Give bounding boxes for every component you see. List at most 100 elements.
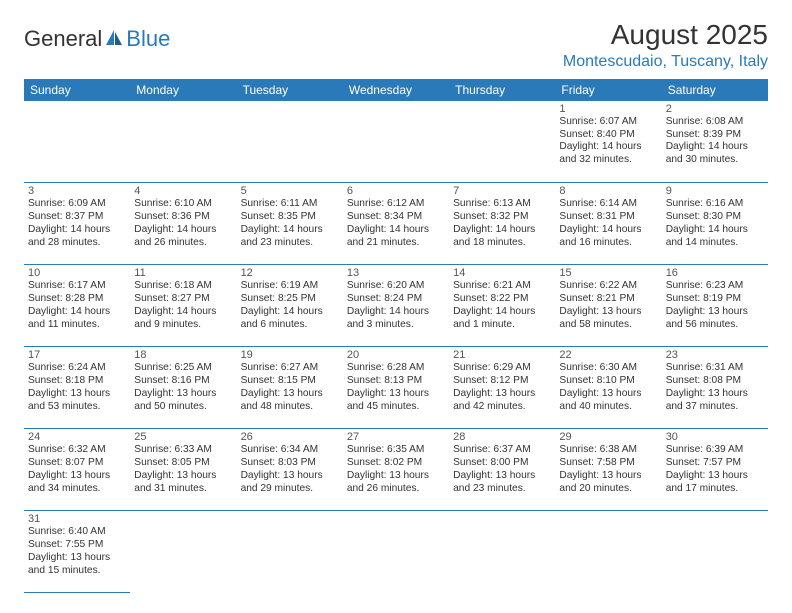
sunrise-text: Sunrise: 6:08 AM xyxy=(666,116,764,129)
calendar-week-row: 24Sunrise: 6:32 AMSunset: 8:07 PMDayligh… xyxy=(24,429,768,511)
day-number: 13 xyxy=(347,267,445,279)
calendar-day-cell xyxy=(662,511,768,593)
daylight-text: Daylight: 13 hours and 15 minutes. xyxy=(28,552,126,578)
calendar-day-cell: 6Sunrise: 6:12 AMSunset: 8:34 PMDaylight… xyxy=(343,183,449,265)
calendar-day-cell: 12Sunrise: 6:19 AMSunset: 8:25 PMDayligh… xyxy=(237,265,343,347)
sunset-text: Sunset: 8:25 PM xyxy=(241,293,339,306)
calendar-day-cell xyxy=(449,101,555,183)
sunset-text: Sunset: 8:22 PM xyxy=(453,293,551,306)
calendar-day-cell: 21Sunrise: 6:29 AMSunset: 8:12 PMDayligh… xyxy=(449,347,555,429)
calendar-day-cell: 8Sunrise: 6:14 AMSunset: 8:31 PMDaylight… xyxy=(555,183,661,265)
sunset-text: Sunset: 8:37 PM xyxy=(28,211,126,224)
weekday-header: Saturday xyxy=(662,79,768,101)
daylight-text: Daylight: 13 hours and 58 minutes. xyxy=(559,306,657,332)
calendar-day-cell xyxy=(555,511,661,593)
calendar-day-cell: 26Sunrise: 6:34 AMSunset: 8:03 PMDayligh… xyxy=(237,429,343,511)
sunset-text: Sunset: 8:39 PM xyxy=(666,129,764,142)
calendar-day-cell xyxy=(130,101,236,183)
calendar-day-cell xyxy=(130,511,236,593)
sunset-text: Sunset: 8:12 PM xyxy=(453,375,551,388)
page-subtitle: Montescudaio, Tuscany, Italy xyxy=(563,53,768,71)
daylight-text: Daylight: 14 hours and 21 minutes. xyxy=(347,224,445,250)
calendar-week-row: 10Sunrise: 6:17 AMSunset: 8:28 PMDayligh… xyxy=(24,265,768,347)
calendar-day-cell xyxy=(237,101,343,183)
sunset-text: Sunset: 8:30 PM xyxy=(666,211,764,224)
day-number: 25 xyxy=(134,431,232,443)
sunset-text: Sunset: 8:15 PM xyxy=(241,375,339,388)
day-number: 17 xyxy=(28,349,126,361)
logo-sail-icon xyxy=(104,29,124,47)
sunset-text: Sunset: 7:57 PM xyxy=(666,457,764,470)
sunrise-text: Sunrise: 6:22 AM xyxy=(559,280,657,293)
weekday-header: Friday xyxy=(555,79,661,101)
sunset-text: Sunset: 8:03 PM xyxy=(241,457,339,470)
sunset-text: Sunset: 8:05 PM xyxy=(134,457,232,470)
daylight-text: Daylight: 13 hours and 20 minutes. xyxy=(559,470,657,496)
calendar-day-cell: 7Sunrise: 6:13 AMSunset: 8:32 PMDaylight… xyxy=(449,183,555,265)
daylight-text: Daylight: 13 hours and 34 minutes. xyxy=(28,470,126,496)
page-title: August 2025 xyxy=(563,20,768,51)
day-number: 26 xyxy=(241,431,339,443)
day-number: 10 xyxy=(28,267,126,279)
sunrise-text: Sunrise: 6:23 AM xyxy=(666,280,764,293)
daylight-text: Daylight: 13 hours and 56 minutes. xyxy=(666,306,764,332)
daylight-text: Daylight: 14 hours and 28 minutes. xyxy=(28,224,126,250)
daylight-text: Daylight: 14 hours and 32 minutes. xyxy=(559,141,657,167)
calendar-table: Sunday Monday Tuesday Wednesday Thursday… xyxy=(24,79,768,594)
calendar-day-cell: 5Sunrise: 6:11 AMSunset: 8:35 PMDaylight… xyxy=(237,183,343,265)
sunrise-text: Sunrise: 6:20 AM xyxy=(347,280,445,293)
sunset-text: Sunset: 7:55 PM xyxy=(28,539,126,552)
logo-text-1: General xyxy=(24,26,102,52)
daylight-text: Daylight: 14 hours and 9 minutes. xyxy=(134,306,232,332)
calendar-day-cell: 3Sunrise: 6:09 AMSunset: 8:37 PMDaylight… xyxy=(24,183,130,265)
sunrise-text: Sunrise: 6:17 AM xyxy=(28,280,126,293)
sunset-text: Sunset: 8:13 PM xyxy=(347,375,445,388)
sunrise-text: Sunrise: 6:25 AM xyxy=(134,362,232,375)
daylight-text: Daylight: 13 hours and 40 minutes. xyxy=(559,388,657,414)
calendar-day-cell: 4Sunrise: 6:10 AMSunset: 8:36 PMDaylight… xyxy=(130,183,236,265)
sunrise-text: Sunrise: 6:40 AM xyxy=(28,526,126,539)
day-number: 19 xyxy=(241,349,339,361)
day-number: 29 xyxy=(559,431,657,443)
calendar-head: Sunday Monday Tuesday Wednesday Thursday… xyxy=(24,79,768,101)
day-number: 2 xyxy=(666,103,764,115)
daylight-text: Daylight: 13 hours and 31 minutes. xyxy=(134,470,232,496)
sunset-text: Sunset: 8:40 PM xyxy=(559,129,657,142)
sunrise-text: Sunrise: 6:33 AM xyxy=(134,444,232,457)
calendar-day-cell: 13Sunrise: 6:20 AMSunset: 8:24 PMDayligh… xyxy=(343,265,449,347)
sunrise-text: Sunrise: 6:32 AM xyxy=(28,444,126,457)
calendar-day-cell: 28Sunrise: 6:37 AMSunset: 8:00 PMDayligh… xyxy=(449,429,555,511)
calendar-day-cell: 29Sunrise: 6:38 AMSunset: 7:58 PMDayligh… xyxy=(555,429,661,511)
daylight-text: Daylight: 14 hours and 18 minutes. xyxy=(453,224,551,250)
sunrise-text: Sunrise: 6:09 AM xyxy=(28,198,126,211)
daylight-text: Daylight: 14 hours and 6 minutes. xyxy=(241,306,339,332)
daylight-text: Daylight: 13 hours and 48 minutes. xyxy=(241,388,339,414)
calendar-page: General Blue August 2025 Montescudaio, T… xyxy=(0,0,792,613)
calendar-week-row: 17Sunrise: 6:24 AMSunset: 8:18 PMDayligh… xyxy=(24,347,768,429)
calendar-day-cell: 31Sunrise: 6:40 AMSunset: 7:55 PMDayligh… xyxy=(24,511,130,593)
sunrise-text: Sunrise: 6:13 AM xyxy=(453,198,551,211)
daylight-text: Daylight: 14 hours and 30 minutes. xyxy=(666,141,764,167)
day-number: 11 xyxy=(134,267,232,279)
weekday-header: Wednesday xyxy=(343,79,449,101)
calendar-day-cell: 24Sunrise: 6:32 AMSunset: 8:07 PMDayligh… xyxy=(24,429,130,511)
day-number: 20 xyxy=(347,349,445,361)
title-block: August 2025 Montescudaio, Tuscany, Italy xyxy=(563,20,768,71)
calendar-week-row: 1Sunrise: 6:07 AMSunset: 8:40 PMDaylight… xyxy=(24,101,768,183)
daylight-text: Daylight: 13 hours and 29 minutes. xyxy=(241,470,339,496)
sunrise-text: Sunrise: 6:27 AM xyxy=(241,362,339,375)
day-number: 1 xyxy=(559,103,657,115)
sunset-text: Sunset: 8:18 PM xyxy=(28,375,126,388)
sunset-text: Sunset: 8:00 PM xyxy=(453,457,551,470)
calendar-day-cell: 11Sunrise: 6:18 AMSunset: 8:27 PMDayligh… xyxy=(130,265,236,347)
weekday-header: Tuesday xyxy=(237,79,343,101)
day-number: 27 xyxy=(347,431,445,443)
day-number: 30 xyxy=(666,431,764,443)
sunrise-text: Sunrise: 6:35 AM xyxy=(347,444,445,457)
calendar-day-cell xyxy=(343,101,449,183)
weekday-header: Thursday xyxy=(449,79,555,101)
daylight-text: Daylight: 14 hours and 16 minutes. xyxy=(559,224,657,250)
day-number: 23 xyxy=(666,349,764,361)
sunset-text: Sunset: 8:32 PM xyxy=(453,211,551,224)
sunset-text: Sunset: 8:31 PM xyxy=(559,211,657,224)
